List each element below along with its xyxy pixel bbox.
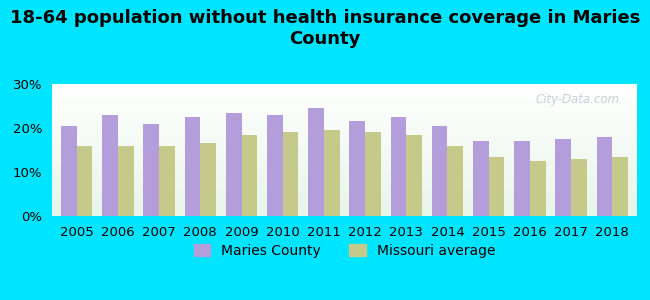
Bar [365,132,381,216]
Bar [530,161,545,216]
Text: City-Data.com: City-Data.com [536,93,619,106]
Text: 18-64 population without health insurance coverage in Maries
County: 18-64 population without health insuranc… [10,9,640,48]
Bar [118,146,133,216]
Bar [242,135,257,216]
Legend: Maries County, Missouri average: Maries County, Missouri average [187,237,502,265]
Bar [514,141,530,216]
Bar [324,130,339,216]
Bar [432,126,447,216]
Bar [226,112,242,216]
Bar [489,157,504,216]
Bar [159,146,175,216]
Bar [185,117,200,216]
Bar [556,139,571,216]
Bar [612,157,628,216]
Bar [308,108,324,216]
Bar [102,115,118,216]
Bar [571,159,587,216]
Bar [473,141,489,216]
Bar [597,137,612,216]
Bar [283,132,298,216]
Bar [447,146,463,216]
Bar [350,122,365,216]
Bar [267,115,283,216]
Bar [77,146,92,216]
Bar [61,126,77,216]
Bar [406,135,422,216]
Bar [144,124,159,216]
Bar [391,117,406,216]
Bar [200,143,216,216]
